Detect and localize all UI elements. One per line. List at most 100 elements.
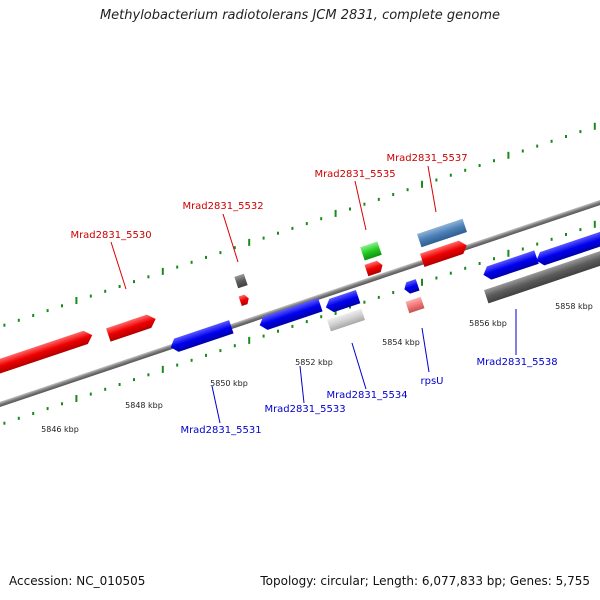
gene-label-mrad2831-5538[interactable]: Mrad2831_5538 <box>476 357 557 368</box>
upper-track-tick <box>421 180 423 188</box>
lower-track-tick <box>536 242 539 246</box>
lower-track-tick <box>464 266 467 270</box>
upper-track-tick <box>493 159 495 163</box>
upper-track-tick <box>46 309 49 313</box>
lower-track-tick <box>449 271 452 275</box>
gene-label-rpsu[interactable]: rpsU <box>421 376 444 387</box>
gene-mrad2831-5534[interactable] <box>327 308 365 332</box>
lower-track-tick <box>161 365 164 373</box>
upper-track-tick <box>190 260 193 264</box>
upper-track-tick <box>435 178 438 182</box>
lower-track-tick <box>89 392 92 396</box>
lower-track-tick <box>147 373 150 377</box>
lower-track-tick <box>579 228 582 232</box>
upper-track-tick <box>262 236 265 240</box>
upper-track-tick <box>3 323 6 327</box>
genome-summary-text: Topology: circular; Length: 6,077,833 bp… <box>260 574 590 588</box>
lower-track-tick <box>277 329 279 333</box>
lower-track-tick <box>593 220 596 228</box>
gene-mrad2831-5537[interactable] <box>417 218 467 248</box>
upper-track-tick <box>550 139 553 143</box>
lower-track-tick <box>421 278 423 286</box>
lower-tick-track <box>3 220 596 425</box>
lower-track-tick <box>349 305 351 309</box>
leader-lines <box>110 165 517 424</box>
gene-label-mrad2831-5532[interactable]: Mrad2831_5532 <box>182 201 263 212</box>
lower-track-tick <box>521 247 524 251</box>
gene-mrad2831-5538[interactable] <box>481 250 539 281</box>
upper-track-tick <box>89 294 92 298</box>
upper-track-tick <box>147 275 150 279</box>
lower-track-tick <box>3 421 6 425</box>
lower-track-tick <box>104 387 107 391</box>
upper-track-tick <box>32 314 35 317</box>
gene-label-mrad2831-5534[interactable]: Mrad2831_5534 <box>326 390 407 401</box>
scale-label-5846: 5846 kbp <box>41 425 79 434</box>
upper-track-tick <box>133 280 135 284</box>
upper-track-tick <box>363 202 366 206</box>
upper-track-tick <box>377 197 380 201</box>
upper-track-tick <box>291 226 294 230</box>
lower-track-tick <box>435 276 438 280</box>
lower-track-tick <box>46 407 49 411</box>
lower-track-tick <box>305 320 308 324</box>
gene-blue-reverse-5534a[interactable] <box>324 289 361 314</box>
upper-track-tick <box>248 238 251 246</box>
gene-mrad2831-5532[interactable] <box>238 294 251 307</box>
upper-track-tick <box>536 144 539 148</box>
gene-label-mrad2831-5533[interactable]: Mrad2831_5533 <box>264 404 345 415</box>
upper-track-tick <box>219 251 222 255</box>
gene-green-rna[interactable] <box>360 241 382 261</box>
lower-track-tick <box>507 249 510 257</box>
upper-track-tick <box>161 267 164 275</box>
upper-track-tick <box>176 265 179 269</box>
upper-track-tick <box>464 168 467 172</box>
upper-tick-track <box>3 122 596 327</box>
accession-text: Accession: NC_010505 <box>9 574 146 588</box>
upper-track-tick <box>75 297 78 304</box>
upper-track-tick <box>478 164 481 167</box>
upper-track-tick <box>521 149 524 153</box>
gene-mrad2831-5530[interactable] <box>106 312 158 342</box>
upper-track-tick <box>205 255 207 259</box>
gene-grey-reverse-right[interactable] <box>484 250 600 304</box>
upper-track-tick <box>17 318 20 322</box>
gene-blue-reverse-small[interactable] <box>402 279 420 295</box>
scale-label-5848: 5848 kbp <box>125 401 163 410</box>
upper-track-tick <box>233 246 236 250</box>
gene-mrad2831-5535[interactable] <box>364 259 385 277</box>
upper-track-tick <box>593 122 596 130</box>
lower-track-tick <box>133 378 135 382</box>
upper-track-tick <box>565 135 567 138</box>
lower-track-tick <box>262 334 265 338</box>
lower-track-tick <box>363 300 366 304</box>
lower-track-tick <box>233 344 236 348</box>
lower-track-tick <box>61 402 63 406</box>
upper-track-tick <box>392 193 395 196</box>
gene-red-forward-5537b[interactable] <box>419 239 469 267</box>
upper-track-tick <box>104 289 107 293</box>
upper-track-tick <box>305 222 308 226</box>
gene-label-mrad2831-5530[interactable]: Mrad2831_5530 <box>70 230 151 241</box>
gene-label-mrad2831-5531[interactable]: Mrad2831_5531 <box>180 425 261 436</box>
lower-track-tick <box>17 416 20 420</box>
upper-track-tick <box>61 304 63 308</box>
lower-track-tick <box>75 395 78 402</box>
lower-track-tick <box>219 349 222 353</box>
gene-label-mrad2831-5535[interactable]: Mrad2831_5535 <box>314 169 395 180</box>
gene-mrad2831-5529[interactable] <box>0 328 94 378</box>
gene-mrad2831-5533[interactable] <box>257 298 323 332</box>
upper-track-tick <box>349 207 351 211</box>
lower-track-tick <box>176 363 179 367</box>
gene-small-grey-forward[interactable] <box>234 273 248 289</box>
upper-track-tick <box>449 173 452 177</box>
gene-rpsu[interactable] <box>405 296 425 314</box>
gene-label-mrad2831-5537[interactable]: Mrad2831_5537 <box>386 153 467 164</box>
gene-mrad2831-5531[interactable] <box>168 320 234 354</box>
lower-track-tick <box>392 291 395 294</box>
lower-track-tick <box>377 295 380 299</box>
gene-blue-reverse-right[interactable] <box>534 226 600 268</box>
lower-track-tick <box>291 324 294 328</box>
scale-label-5858: 5858 kbp <box>555 302 593 311</box>
